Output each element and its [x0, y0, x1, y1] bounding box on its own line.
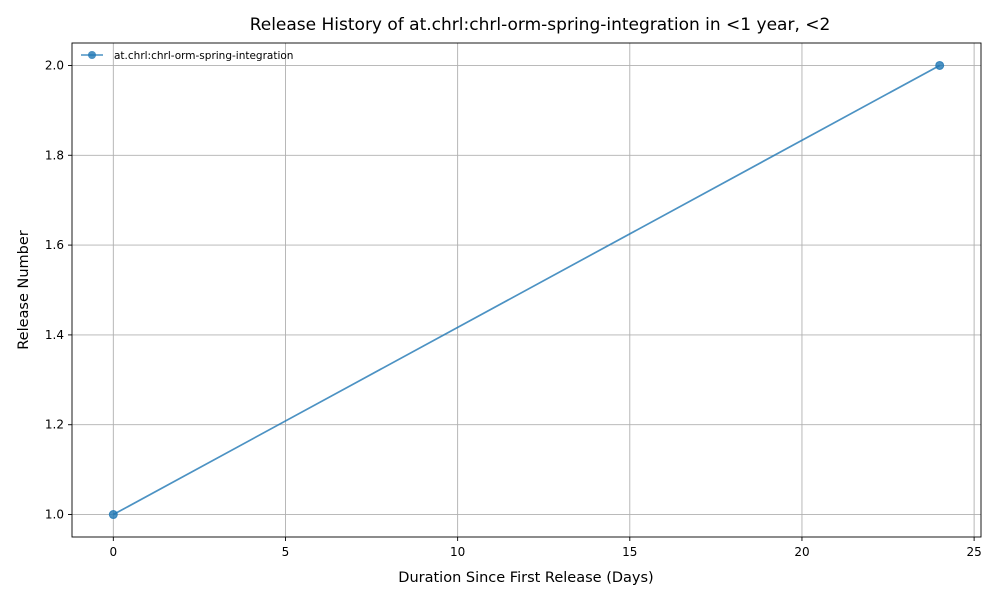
data-point: [935, 60, 945, 70]
y-tick-label: 2.0: [45, 58, 64, 72]
x-tick-label: 5: [282, 545, 290, 559]
data-point: [108, 510, 118, 520]
series-layer: [108, 60, 945, 520]
legend-label: at.chrl:chrl-orm-spring-integration: [114, 50, 293, 62]
y-tick-label: 1.2: [45, 418, 64, 432]
y-tick-label: 1.4: [45, 328, 64, 342]
y-axis-label: Release Number: [16, 230, 32, 350]
y-tick-label: 1.0: [45, 508, 64, 522]
series-line: [112, 64, 941, 516]
legend: at.chrl:chrl-orm-spring-integration: [81, 50, 293, 62]
x-tick-label: 10: [450, 545, 465, 559]
plot-frame: [71, 42, 982, 538]
grid-lines: [72, 43, 981, 537]
chart-title: Release History of at.chrl:chrl-orm-spri…: [250, 15, 831, 35]
x-tick-label: 15: [622, 545, 637, 559]
y-tick-label: 1.6: [45, 238, 64, 252]
axis-ticks: 0 5 10 15 20 25 1.0 1.2 1.4 1.6 1.8 2.0: [45, 58, 982, 559]
x-axis-label: Duration Since First Release (Days): [398, 570, 653, 586]
x-tick-label: 25: [966, 545, 981, 559]
x-tick-label: 20: [794, 545, 809, 559]
y-tick-label: 1.8: [45, 148, 64, 162]
x-tick-label: 0: [109, 545, 117, 559]
legend-marker-swatch: [88, 51, 96, 59]
